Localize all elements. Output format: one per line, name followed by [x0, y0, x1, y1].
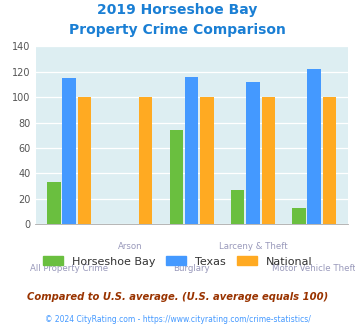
Text: Property Crime Comparison: Property Crime Comparison — [69, 23, 286, 37]
Bar — [307, 69, 321, 224]
Bar — [185, 77, 198, 224]
Bar — [62, 78, 76, 224]
Legend: Horseshoe Bay, Texas, National: Horseshoe Bay, Texas, National — [43, 256, 312, 267]
Text: Compared to U.S. average. (U.S. average equals 100): Compared to U.S. average. (U.S. average … — [27, 292, 328, 302]
Text: Arson: Arson — [118, 242, 143, 251]
Bar — [323, 97, 336, 224]
Bar — [292, 208, 306, 224]
Bar — [200, 97, 214, 224]
Bar — [47, 182, 61, 224]
Text: © 2024 CityRating.com - https://www.cityrating.com/crime-statistics/: © 2024 CityRating.com - https://www.city… — [45, 315, 310, 324]
Bar — [262, 97, 275, 224]
Text: Larceny & Theft: Larceny & Theft — [219, 242, 287, 251]
Text: All Property Crime: All Property Crime — [30, 264, 108, 273]
Text: 2019 Horseshoe Bay: 2019 Horseshoe Bay — [97, 3, 258, 17]
Text: Burglary: Burglary — [173, 264, 210, 273]
Bar — [139, 97, 153, 224]
Bar — [170, 130, 183, 224]
Bar — [246, 82, 260, 224]
Bar — [231, 190, 244, 224]
Text: Motor Vehicle Theft: Motor Vehicle Theft — [272, 264, 355, 273]
Bar — [78, 97, 91, 224]
